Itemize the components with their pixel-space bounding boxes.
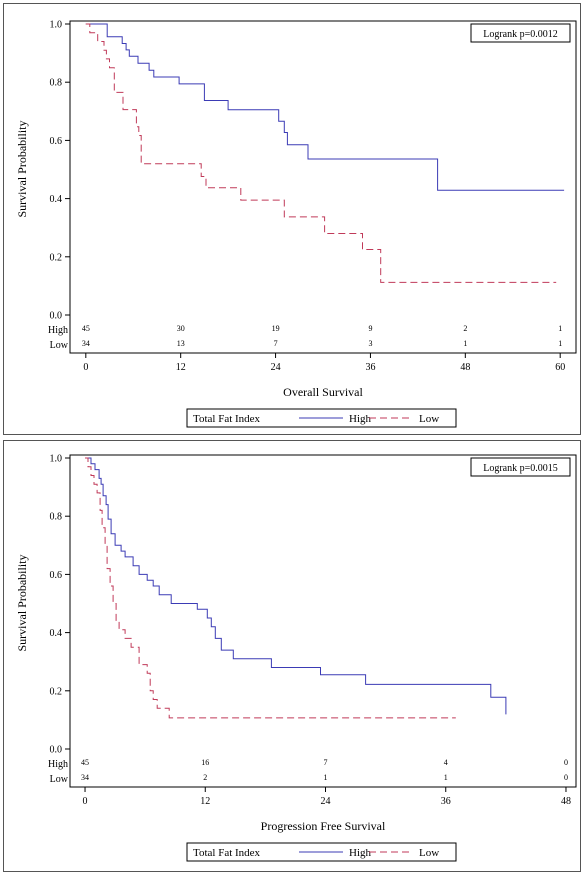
plot-frame xyxy=(69,454,577,788)
risk-count-low: 1 xyxy=(463,339,467,348)
legend-label-high: High xyxy=(349,847,372,859)
x-tick-label: 24 xyxy=(271,362,281,373)
risk-count-low: 1 xyxy=(558,339,562,348)
risk-count-low: 1 xyxy=(444,773,448,782)
survival-curve-low xyxy=(85,23,557,283)
risk-count-high: 45 xyxy=(82,324,90,333)
risk-count-high: 16 xyxy=(201,758,209,767)
logrank-box xyxy=(470,23,571,43)
y-axis-title: Survival Probability xyxy=(15,555,29,652)
risk-count-low: 34 xyxy=(82,339,90,348)
x-axis-title: Progression Free Survival xyxy=(261,819,386,833)
overall-survival-panel: 0.0 0.2 0.4 0.6 0.8 1.0 0 12 24 36 48 60 Overall Sur… xyxy=(3,3,581,435)
x-tick-label: 60 xyxy=(555,362,565,373)
legend-label-low: Low xyxy=(419,413,439,425)
y-tick-label: 0.4 xyxy=(50,194,63,205)
x-tick-label: 24 xyxy=(321,796,331,807)
x-axis-title: Overall Survival xyxy=(283,385,363,399)
x-tick-label: 36 xyxy=(441,796,451,807)
risk-row-label-high: High xyxy=(48,759,68,770)
risk-count-low: 0 xyxy=(564,773,568,782)
risk-count-high: 0 xyxy=(564,758,568,767)
survival-curve-low xyxy=(85,457,456,719)
x-tick-label: 36 xyxy=(365,362,375,373)
survival-curve-high xyxy=(85,457,507,715)
risk-count-high: 9 xyxy=(368,324,372,333)
risk-count-high: 45 xyxy=(81,758,89,767)
y-axis-title: Survival Probability xyxy=(15,121,29,218)
risk-row-label-high: High xyxy=(48,325,68,336)
progression-free-survival-panel: 0.0 0.2 0.4 0.6 0.8 1.0 0 12 24 36 48 Progression F… xyxy=(3,440,581,872)
x-tick-label: 12 xyxy=(200,796,210,807)
y-tick-label: 1.0 xyxy=(50,20,63,31)
x-tick-label: 0 xyxy=(83,796,88,807)
plot-frame xyxy=(69,20,577,354)
y-tick-label: 0.0 xyxy=(50,311,63,322)
logrank-annotation: Logrank p=0.0015 xyxy=(483,463,558,474)
risk-count-low: 7 xyxy=(274,339,278,348)
survival-curve-high xyxy=(85,23,565,191)
y-tick-label: 0.8 xyxy=(50,512,63,523)
risk-count-low: 1 xyxy=(324,773,328,782)
logrank-annotation: Logrank p=0.0012 xyxy=(483,29,558,40)
x-tick-label: 48 xyxy=(561,796,571,807)
risk-count-high: 2 xyxy=(463,324,467,333)
risk-count-high: 7 xyxy=(324,758,328,767)
legend-title: Total Fat Index xyxy=(193,413,261,425)
risk-count-low: 13 xyxy=(177,339,185,348)
legend-label-high: High xyxy=(349,413,372,425)
risk-count-low: 34 xyxy=(81,773,89,782)
y-tick-label: 0.6 xyxy=(50,570,63,581)
risk-row-label-low: Low xyxy=(50,340,69,351)
risk-count-high: 30 xyxy=(177,324,185,333)
logrank-box xyxy=(470,457,571,477)
y-tick-label: 0.4 xyxy=(50,628,63,639)
y-tick-label: 0.2 xyxy=(50,686,63,697)
x-tick-label: 12 xyxy=(176,362,186,373)
risk-count-high: 4 xyxy=(444,758,448,767)
legend-label-low: Low xyxy=(419,847,439,859)
x-tick-label: 0 xyxy=(83,362,88,373)
risk-count-high: 19 xyxy=(272,324,280,333)
legend-title: Total Fat Index xyxy=(193,847,261,859)
risk-row-label-low: Low xyxy=(50,774,69,785)
y-tick-label: 0.6 xyxy=(50,136,63,147)
y-tick-label: 0.8 xyxy=(50,78,63,89)
risk-count-low: 3 xyxy=(368,339,372,348)
risk-count-high: 1 xyxy=(558,324,562,333)
y-tick-label: 0.0 xyxy=(50,745,63,756)
x-tick-label: 48 xyxy=(460,362,470,373)
risk-count-low: 2 xyxy=(203,773,207,782)
y-tick-label: 0.2 xyxy=(50,252,63,263)
y-tick-label: 1.0 xyxy=(50,454,63,465)
